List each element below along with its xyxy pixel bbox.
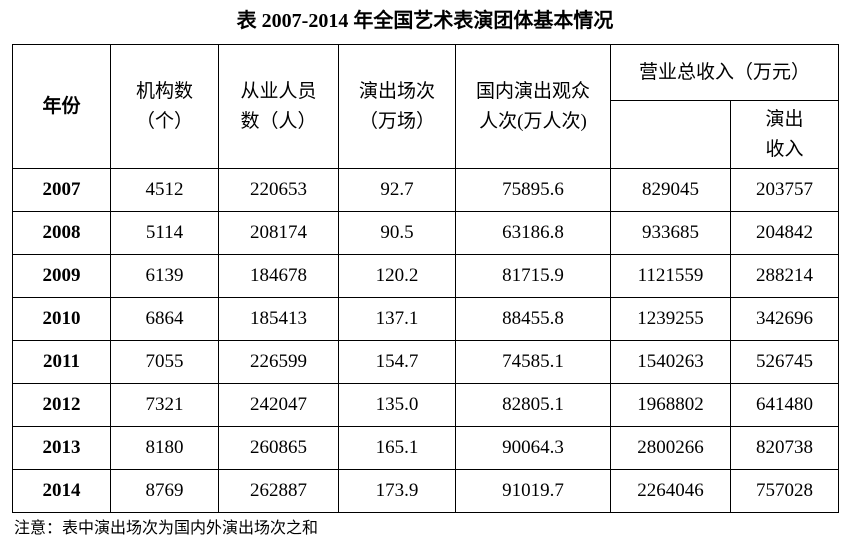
footnote: 注意：表中演出场次为国内外演出场次之和 [14, 520, 319, 537]
value-cell: 2800266 [610, 426, 731, 470]
year-cell: 2007 [12, 168, 111, 212]
table-row: 2013 8180 260865 165.1 90064.3 2800266 820738 [12, 426, 840, 470]
header-cell: 营业总收入（万元） [609, 44, 840, 101]
table-row: 2012 7321 242047 135.0 82805.1 1968802 641480 [12, 383, 840, 427]
value-cell: 6864 [110, 297, 219, 341]
value-cell: 220653 [218, 168, 339, 212]
header-line: 演出场次 [358, 80, 435, 102]
value-cell: 208174 [218, 211, 339, 255]
value-cell: 1968802 [610, 383, 731, 427]
value-cell: 82805.1 [455, 383, 611, 427]
value-cell: 184678 [218, 254, 339, 298]
value-cell: 91019.7 [455, 469, 611, 513]
table-row: 2007 4512 220653 92.7 75895.6 829045 203757 [12, 168, 840, 212]
value-cell: 5114 [110, 211, 219, 255]
value-cell: 526745 [729, 340, 840, 384]
value-cell: 90064.3 [455, 426, 611, 470]
header-cell: 年份 [12, 44, 111, 169]
value-cell: 1239255 [610, 297, 731, 341]
header-line: 从业人员 [240, 80, 317, 102]
value-cell: 820738 [729, 426, 840, 470]
value-cell: 173.9 [338, 469, 456, 513]
value-cell: 120.2 [338, 254, 456, 298]
value-cell: 933685 [610, 211, 731, 255]
empty-cell [610, 100, 731, 169]
year-cell: 2014 [12, 469, 111, 513]
value-cell: 8180 [110, 426, 219, 470]
value-cell: 63186.8 [455, 211, 611, 255]
value-cell: 137.1 [338, 297, 456, 341]
value-cell: 1121559 [610, 254, 731, 298]
year-cell: 2010 [12, 297, 111, 341]
header-line: 人次(万人次) [479, 110, 587, 132]
value-cell: 90.5 [338, 211, 456, 255]
value-cell: 203757 [729, 168, 840, 212]
value-cell: 2264046 [610, 469, 731, 513]
data-table: 年份 机构数 （个） 从业人员数（人） 演出场次 （万场） 国内演出观众 人次(万人次… [12, 44, 840, 513]
value-cell: 75895.6 [455, 168, 611, 212]
table-row: 2010 6864 185413 137.1 88455.8 1239255 342696 [12, 297, 840, 341]
year-cell: 2013 [12, 426, 111, 470]
table-title: 表 2007-2014 年全国艺术表演团体基本情况 [236, 10, 614, 32]
table-row: 2009 6139 184678 120.2 81715.9 1121559 288214 [12, 254, 840, 298]
value-cell: 88455.8 [455, 297, 611, 341]
value-cell: 92.7 [338, 168, 456, 212]
year-cell: 2012 [12, 383, 111, 427]
value-cell: 185413 [218, 297, 339, 341]
value-cell: 7055 [110, 340, 219, 384]
header-cell: 演出 收入 [729, 100, 840, 169]
value-cell: 288214 [729, 254, 840, 298]
year-cell: 2009 [12, 254, 111, 298]
value-cell: 1540263 [610, 340, 731, 384]
header-line: （万场） [358, 110, 435, 132]
value-cell: 757028 [729, 469, 840, 513]
value-cell: 4512 [110, 168, 219, 212]
value-cell: 226599 [218, 340, 339, 384]
header-line: 机构数 [135, 80, 193, 102]
value-cell: 6139 [110, 254, 219, 298]
header-line: 国内演出观众 [475, 80, 590, 102]
value-cell: 829045 [610, 168, 731, 212]
table-row: 2008 5114 208174 90.5 63186.8 933685 204842 [12, 211, 840, 255]
table-row: 2014 8769 262887 173.9 91019.7 2264046 757028 [12, 469, 840, 513]
value-cell: 154.7 [338, 340, 456, 384]
value-cell: 641480 [729, 383, 840, 427]
value-cell: 135.0 [338, 383, 456, 427]
value-cell: 81715.9 [455, 254, 611, 298]
header-line: 演出 [765, 108, 804, 130]
year-cell: 2011 [12, 340, 111, 384]
header-line: 收入 [765, 138, 804, 160]
value-cell: 7321 [110, 383, 219, 427]
value-cell: 260865 [218, 426, 339, 470]
table-row: 2011 7055 226599 154.7 74585.1 1540263 526745 [12, 340, 840, 384]
value-cell: 262887 [218, 469, 339, 513]
header-cell: 国内演出观众 人次(万人次) [455, 44, 611, 169]
value-cell: 204842 [729, 211, 840, 255]
value-cell: 165.1 [338, 426, 456, 470]
value-cell: 74585.1 [455, 340, 611, 384]
header-cell: 机构数 （个） [110, 44, 219, 169]
header-cell: 演出场次 （万场） [338, 44, 456, 169]
year-cell: 2008 [12, 211, 111, 255]
header-line: （个） [135, 110, 193, 132]
value-cell: 342696 [729, 297, 840, 341]
header-cell: 从业人员数（人） [218, 44, 339, 169]
header-line: 数（人） [240, 110, 317, 132]
value-cell: 8769 [110, 469, 219, 513]
value-cell: 242047 [218, 383, 339, 427]
